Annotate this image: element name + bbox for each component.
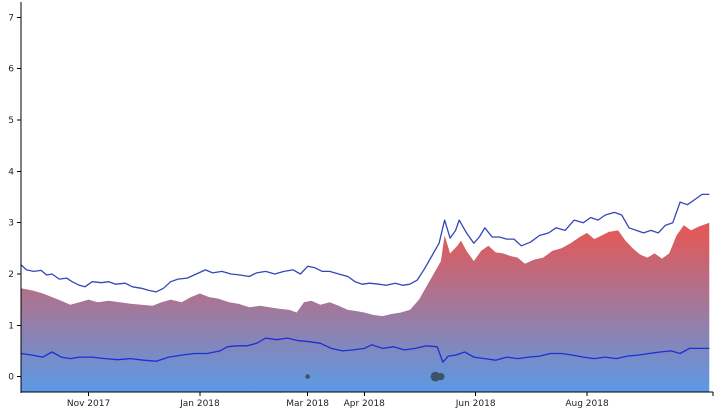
- series-lower-line: [20, 337, 710, 363]
- series-upper-line: [20, 193, 710, 293]
- x-tick-label: Apr 2018: [344, 399, 386, 409]
- data-point-0: [305, 374, 311, 379]
- data-point-1: [430, 371, 441, 382]
- y-tick-label: 7: [8, 13, 14, 23]
- x-tick-label: Nov 2017: [67, 399, 110, 409]
- y-tick-label: 5: [8, 116, 14, 126]
- axis-layer: 0 1 2 3 4 5 6 7 Nov 2017 Jan 2018 Mar 2018 Apr 2018…: [8, 2, 714, 409]
- x-tick-label: Jan 2018: [179, 399, 220, 409]
- x-tick-label: Aug 2018: [565, 399, 609, 409]
- series-area: [21, 222, 710, 392]
- y-tick-label: 0: [8, 373, 14, 383]
- y-tick-label: 4: [8, 167, 14, 177]
- y-tick-label: 6: [8, 65, 14, 75]
- y-tick-label: 3: [8, 219, 14, 229]
- x-tick-label: Mar 2018: [286, 399, 329, 409]
- y-tick-label: 2: [8, 270, 14, 280]
- plot-layer: [20, 193, 710, 392]
- y-tick-label: 1: [8, 321, 14, 331]
- x-tick-label: Jun 2018: [455, 399, 496, 409]
- data-point-2: [437, 373, 445, 381]
